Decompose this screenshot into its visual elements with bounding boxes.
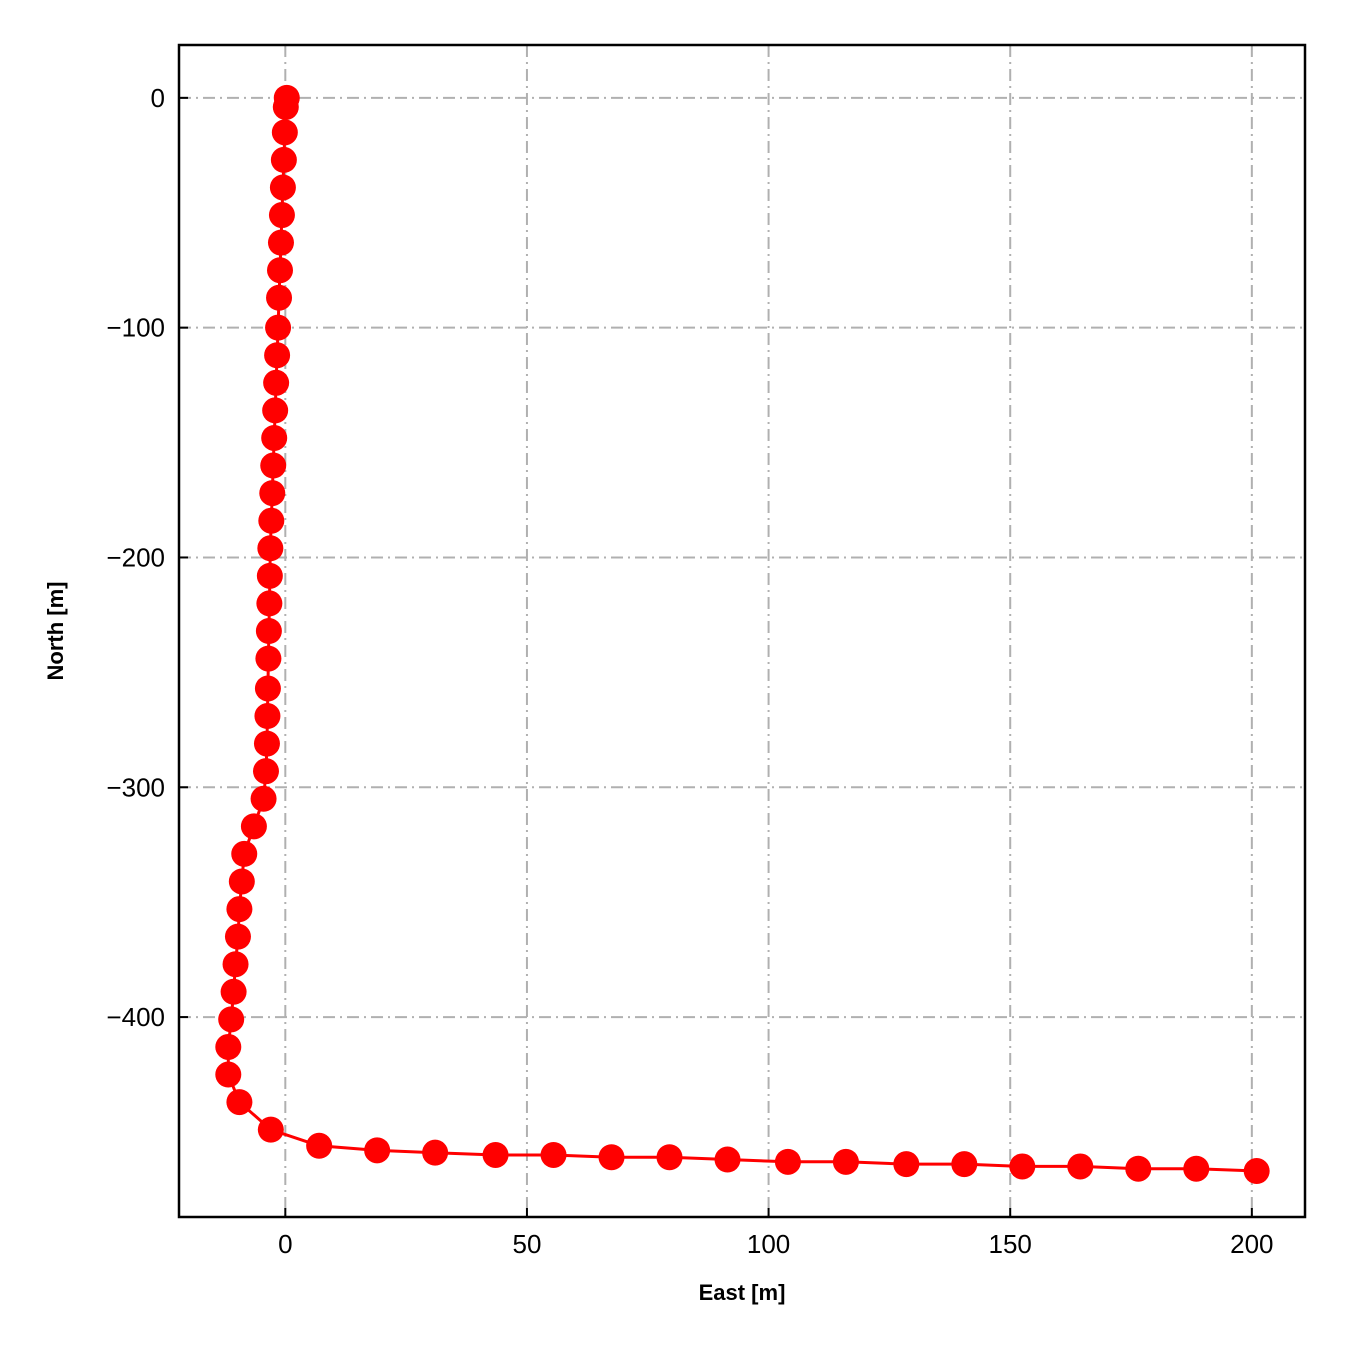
trajectory-point bbox=[253, 730, 280, 757]
y-tick-label: −200 bbox=[106, 542, 165, 572]
trajectory-point bbox=[1183, 1155, 1210, 1182]
trajectory-point bbox=[482, 1141, 509, 1168]
trajectory-point bbox=[256, 562, 283, 589]
y-tick-label: −400 bbox=[106, 1002, 165, 1032]
trajectory-point bbox=[266, 284, 293, 311]
plot-frame bbox=[177, 43, 1307, 1219]
trajectory-point bbox=[272, 94, 299, 121]
trajectory-point bbox=[270, 146, 297, 173]
y-axis-label: North [m] bbox=[43, 582, 68, 681]
series-layer bbox=[215, 84, 1270, 1185]
x-tick-label: 0 bbox=[278, 1229, 292, 1259]
trajectory-point bbox=[228, 868, 255, 895]
trajectory-point bbox=[226, 1089, 253, 1116]
trajectory-point bbox=[254, 675, 281, 702]
trajectory-point bbox=[422, 1139, 449, 1166]
trajectory-point bbox=[1243, 1158, 1270, 1185]
x-tick-label: 50 bbox=[512, 1229, 541, 1259]
trajectory-point bbox=[264, 342, 291, 369]
trajectory-point bbox=[832, 1148, 859, 1175]
axis-ticks: 0 50 100 150 200 0 −100 −200 −300 −400 bbox=[106, 83, 1273, 1259]
trajectory-point bbox=[893, 1151, 920, 1178]
trajectory-point bbox=[255, 618, 282, 644]
trajectory-point bbox=[231, 840, 258, 867]
trajectory-point bbox=[1067, 1153, 1094, 1180]
trajectory-point bbox=[220, 978, 247, 1005]
trajectory-point bbox=[258, 507, 285, 534]
trajectory-point bbox=[271, 119, 298, 146]
trajectory-point bbox=[224, 923, 251, 950]
trajectory-point bbox=[656, 1144, 683, 1171]
trajectory-point bbox=[265, 314, 292, 341]
trajectory-point bbox=[263, 369, 290, 396]
grid-lines bbox=[179, 45, 1305, 1217]
trajectory-point bbox=[260, 452, 287, 479]
trajectory-point bbox=[306, 1132, 333, 1159]
y-tick-label: −300 bbox=[106, 772, 165, 802]
trajectory-point bbox=[714, 1146, 741, 1173]
trajectory-point bbox=[540, 1141, 567, 1168]
trajectory-point bbox=[257, 1116, 284, 1143]
trajectory-point bbox=[774, 1148, 801, 1175]
trajectory-point bbox=[267, 257, 294, 284]
trajectory-point bbox=[222, 951, 249, 978]
trajectory-point bbox=[218, 1006, 245, 1033]
trajectory-point bbox=[364, 1137, 391, 1164]
trajectory-point bbox=[256, 590, 283, 617]
trajectory-point bbox=[240, 813, 267, 840]
trajectory-point bbox=[262, 397, 289, 424]
trajectory-point bbox=[269, 174, 296, 201]
trajectory-point bbox=[215, 1033, 242, 1060]
y-tick-label: −100 bbox=[106, 313, 165, 343]
trajectory-point bbox=[254, 703, 281, 730]
trajectory-point bbox=[259, 480, 286, 507]
trajectory-point bbox=[1009, 1153, 1036, 1180]
y-tick-label: 0 bbox=[151, 83, 165, 113]
trajectory-point bbox=[226, 896, 253, 923]
trajectory-point bbox=[951, 1151, 978, 1178]
x-tick-label: 150 bbox=[989, 1229, 1032, 1259]
x-axis-label: East [m] bbox=[699, 1280, 786, 1305]
trajectory-point bbox=[252, 758, 279, 785]
trajectory-point bbox=[267, 229, 294, 256]
x-tick-label: 100 bbox=[747, 1229, 790, 1259]
trajectory-point bbox=[255, 645, 282, 672]
trajectory-point bbox=[261, 424, 288, 451]
trajectory-point bbox=[268, 202, 295, 229]
trajectory-point bbox=[1125, 1155, 1152, 1182]
trajectory-line bbox=[226, 97, 1257, 1173]
x-tick-label: 200 bbox=[1230, 1229, 1273, 1259]
trajectory-point bbox=[598, 1144, 625, 1171]
trajectory-point bbox=[215, 1061, 242, 1088]
trajectory-point bbox=[257, 535, 284, 562]
trajectory-point bbox=[250, 785, 277, 812]
